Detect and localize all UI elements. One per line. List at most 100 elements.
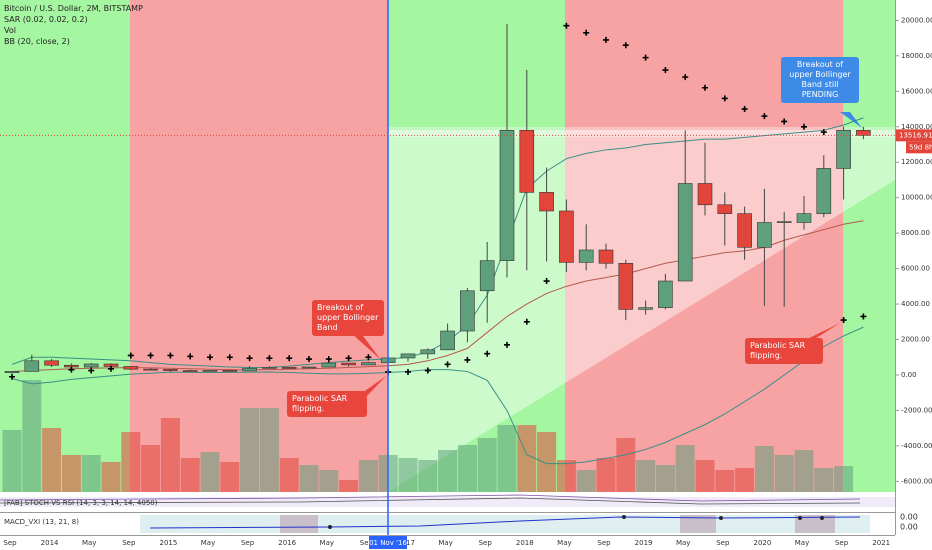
sar-point <box>781 118 788 125</box>
y-tick-label: 18000.00 <box>901 52 932 60</box>
volume-bar <box>457 445 477 492</box>
sar-point <box>840 317 847 324</box>
candle-body <box>341 362 356 366</box>
candle-body <box>697 183 713 206</box>
x-tick-label: 2015 <box>159 539 177 547</box>
bollinger-lower <box>11 326 864 465</box>
x-tick-label: Sep <box>716 539 730 547</box>
candle-body <box>281 367 297 369</box>
x-tick-label: Sep <box>3 539 17 547</box>
y-tick-label: 12000.00 <box>901 158 932 166</box>
volume-bar <box>596 458 616 492</box>
macd-dot <box>820 516 824 520</box>
volume-bar <box>794 450 814 492</box>
sar-point <box>207 354 213 361</box>
volume-bar <box>636 460 656 492</box>
candle-body <box>539 192 554 212</box>
candle-body <box>757 222 772 248</box>
volume-bar <box>101 462 121 492</box>
sar-point <box>523 318 530 325</box>
volume-bar <box>616 438 636 492</box>
volume-bar <box>735 468 755 492</box>
volume-bar <box>537 432 557 492</box>
candle-body <box>4 371 20 373</box>
candle-body <box>776 221 792 223</box>
bollinger-upper <box>11 117 864 369</box>
volume-bar <box>477 438 497 492</box>
volume-bar <box>695 460 715 492</box>
volume-bar <box>517 425 537 492</box>
candle-body <box>301 366 317 369</box>
candle-body <box>202 370 218 372</box>
sar-point <box>345 355 352 362</box>
candle-body <box>182 370 198 372</box>
macd-shade <box>280 515 318 533</box>
annotation: Parabolic SAR flipping. <box>287 391 367 417</box>
candle-body <box>796 213 812 223</box>
volume-bar <box>675 445 695 492</box>
sar-point <box>187 353 194 360</box>
volume-bar <box>259 408 279 492</box>
sar-point <box>741 106 748 113</box>
annotation: Breakout of upper Bollinger Band <box>312 300 384 336</box>
x-tick-label: 2020 <box>753 539 771 547</box>
volume-bar <box>418 460 438 492</box>
macd-title: MACD_VXI (13, 21, 8) <box>4 518 79 526</box>
volume-bar <box>655 465 675 492</box>
candle-body <box>737 213 752 248</box>
sar-point <box>662 67 669 74</box>
macd-tick: 0.00 <box>900 523 918 532</box>
volume-bar <box>774 455 794 492</box>
volume-bar <box>576 470 596 492</box>
candle-body <box>400 353 416 359</box>
volume-bar <box>754 446 774 492</box>
y-tick-label: 10000.00 <box>901 194 932 202</box>
x-tick-label: Sep <box>479 539 493 547</box>
sar-point <box>424 367 431 374</box>
volume-bar <box>220 462 240 492</box>
macd-tick: 0.00 <box>900 513 918 522</box>
sar-point <box>444 361 451 368</box>
crosshair-label-box <box>369 536 407 549</box>
x-tick-label: 2014 <box>41 539 59 547</box>
sar-point <box>286 355 293 362</box>
volume-bar <box>319 470 339 492</box>
volume-bar <box>22 380 42 492</box>
legend-bb: BB (20, close, 2) <box>4 37 70 46</box>
sar-point <box>504 341 510 348</box>
candle-body <box>222 370 238 372</box>
x-tick-label: May <box>438 539 452 547</box>
volume-bar <box>814 468 834 492</box>
x-tick-label: Sep <box>360 539 374 547</box>
x-tick-label: Sep <box>241 539 255 547</box>
y-tick-label: 4000.00 <box>901 300 930 308</box>
highlight-band <box>388 127 895 137</box>
last-price-box <box>896 129 932 142</box>
candle-body <box>24 360 40 372</box>
candle-body <box>836 130 851 169</box>
sar-point <box>860 313 867 320</box>
candle-body <box>559 210 574 263</box>
y-tick-label: -6000.00 <box>901 477 932 485</box>
volume-bar <box>834 466 854 492</box>
stoch-band <box>0 497 895 507</box>
candle-body <box>420 349 436 355</box>
volume-bar <box>279 458 299 492</box>
sar-point <box>108 365 114 372</box>
x-tick-label: May <box>676 539 690 547</box>
volume-bar <box>715 470 735 492</box>
legend-symbol: Bitcoin / U.S. Dollar, 2M, BITSTAMP <box>4 4 143 13</box>
bollinger-basis <box>11 220 864 372</box>
volume-bar <box>358 460 378 492</box>
macd-shade <box>680 515 716 533</box>
volume-bar <box>497 425 517 492</box>
annotation: Parabolic SAR flipping. <box>745 338 823 364</box>
candle-body <box>361 362 376 366</box>
y-tick-label: -2000.00 <box>901 406 932 414</box>
candle-body <box>499 130 515 261</box>
sar-point <box>127 352 134 359</box>
sar-point <box>266 355 273 362</box>
x-tick-label: 2018 <box>516 539 534 547</box>
y-tick-label: 0.00 <box>901 371 917 379</box>
